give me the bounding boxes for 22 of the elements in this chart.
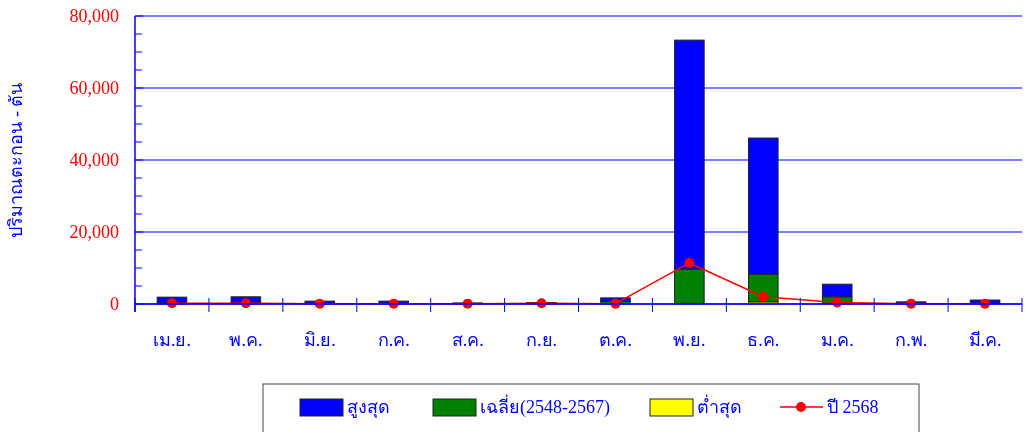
legend-label: สูงสุด bbox=[347, 397, 390, 418]
y-tick-label: 0 bbox=[110, 294, 119, 315]
x-tick-label: ธ.ค. bbox=[747, 330, 780, 350]
legend-label: ปี 2568 bbox=[827, 397, 879, 417]
legend-label: เฉลี่ย(2548-2567) bbox=[480, 394, 610, 418]
x-tick-label: พ.ย. bbox=[673, 330, 706, 350]
x-tick-label: ก.พ. bbox=[895, 330, 928, 350]
x-tick-label: ส.ค. bbox=[451, 330, 484, 350]
y-tick-label: 40,000 bbox=[69, 150, 119, 171]
y-tick-label: 80,000 bbox=[69, 6, 119, 27]
legend-label: ต่ำสุด bbox=[697, 394, 742, 418]
x-tick-label: มี.ค. bbox=[968, 330, 1002, 350]
y-axis-title: ปริมาณตะกอน - ตัน bbox=[6, 82, 26, 238]
x-tick-label: เม.ย. bbox=[152, 330, 191, 350]
y-tick-label: 60,000 bbox=[69, 78, 119, 99]
x-tick-label: ก.ย. bbox=[526, 330, 558, 350]
x-tick-label: มิ.ย. bbox=[303, 330, 336, 350]
x-tick-label: ม.ค. bbox=[820, 330, 854, 350]
y-tick-label: 20,000 bbox=[69, 222, 119, 243]
x-tick-label: ก.ค. bbox=[377, 330, 410, 350]
x-tick-label: พ.ค. bbox=[229, 330, 263, 350]
x-tick-label: ต.ค. bbox=[598, 330, 632, 350]
